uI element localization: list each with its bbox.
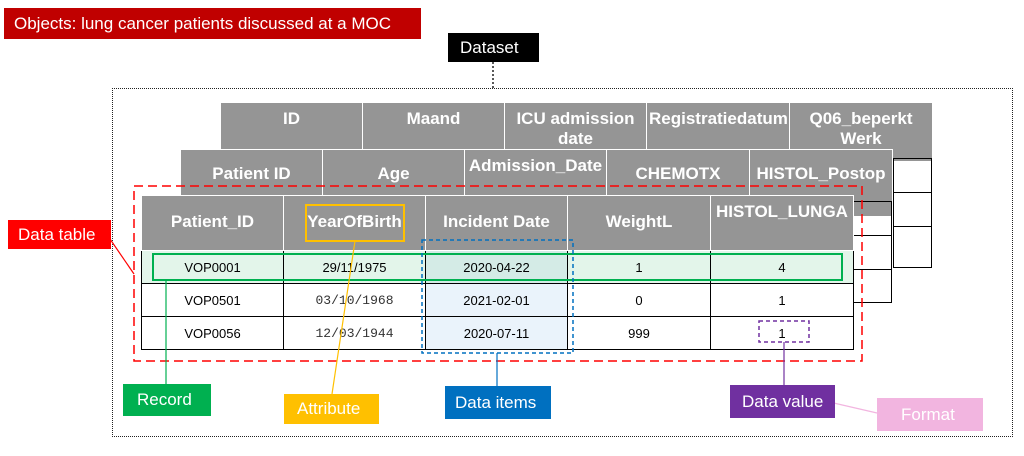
table-cell: 2020-04-22 bbox=[425, 250, 568, 284]
record-highlight bbox=[152, 253, 843, 281]
dataset-frame bbox=[112, 88, 1013, 437]
table-cell: 03/10/1968 bbox=[283, 283, 426, 317]
table-cell: VOP0501 bbox=[141, 283, 284, 317]
table-cell: 4 bbox=[710, 250, 854, 284]
data-table-frame bbox=[133, 185, 863, 362]
table-row: VOP0501 03/10/1968 2021-02-01 0 1 bbox=[141, 283, 854, 317]
table-cell: VOP0001 bbox=[141, 250, 284, 284]
table-cell: 1 bbox=[567, 250, 711, 284]
format-label: Format bbox=[877, 398, 983, 431]
dataset-tag: Dataset bbox=[448, 33, 539, 62]
table-cell: 2021-02-01 bbox=[425, 283, 568, 317]
data-value-label: Data value bbox=[730, 385, 835, 418]
table-cell: 12/03/1944 bbox=[283, 316, 426, 350]
data-items-label: Data items bbox=[445, 386, 551, 419]
attribute-highlight bbox=[305, 204, 405, 242]
table-cell: 999 bbox=[567, 316, 711, 350]
title-tag: Objects: lung cancer patients discussed … bbox=[4, 8, 421, 39]
front-table-header-incident-date: Incident Date bbox=[425, 195, 568, 251]
table-row: VOP0001 29/11/1975 2020-04-22 1 4 bbox=[141, 250, 854, 284]
table-cell: 0 bbox=[567, 283, 711, 317]
table-cell: 29/11/1975 bbox=[283, 250, 426, 284]
record-label: Record bbox=[123, 384, 211, 416]
data-table-label: Data table bbox=[8, 220, 111, 249]
data-table-connector bbox=[109, 238, 135, 275]
data-items-highlight bbox=[421, 239, 574, 354]
table-cell: VOP0056 bbox=[141, 316, 284, 350]
table-cell: 1 bbox=[710, 283, 854, 317]
attribute-connector bbox=[331, 240, 356, 395]
front-table-header-patient-id: Patient_ID bbox=[141, 195, 284, 251]
data-value-highlight bbox=[758, 320, 810, 343]
back-table-1-cells bbox=[893, 158, 932, 268]
table-row: VOP0056 12/03/1944 2020-07-11 999 1 bbox=[141, 316, 854, 350]
table-cell: 2020-07-11 bbox=[425, 316, 568, 350]
attribute-label: Attribute bbox=[284, 394, 379, 424]
